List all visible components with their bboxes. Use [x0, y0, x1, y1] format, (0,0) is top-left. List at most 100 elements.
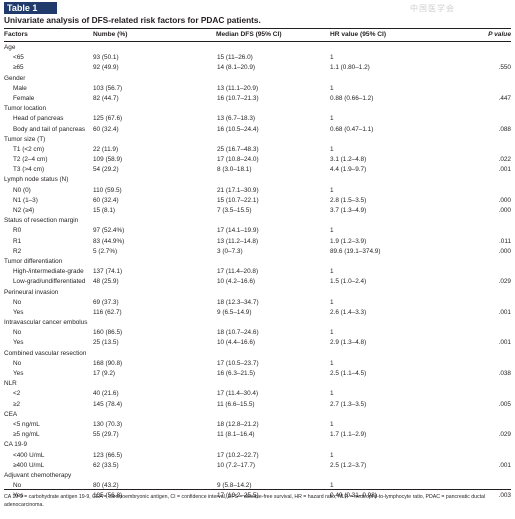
factor-cell: Combined vascular resection: [4, 349, 87, 357]
top-rule: [4, 28, 511, 29]
table-row: N2 (≥4) 15 (8.1) 7 (3.5–15.5) 3.7 (1.3–4.9)…: [4, 206, 511, 216]
median-dfs-cell: 18 (10.7–24.6): [217, 329, 259, 337]
factor-cell: No: [13, 298, 22, 306]
table-row: Yes 25 (13.5) 10 (4.4–16.6) 2.9 (1.3–4.8) .0…: [4, 338, 511, 348]
factor-cell: Low-grad/undifferentiated: [13, 278, 86, 286]
table-group-row: Age: [4, 43, 511, 53]
number-cell: 93 (50.1): [93, 54, 119, 62]
table-row: <5 ng/mL 130 (70.3) 18 (12.8–21.2) 1: [4, 420, 511, 430]
table-row: T1 (<2 cm) 22 (11.9) 25 (16.7–48.3) 1: [4, 145, 511, 155]
table-caption: Univariate analysis of DFS-related risk …: [4, 15, 261, 25]
table-group-row: CEA: [4, 410, 511, 420]
factor-cell: T1 (<2 cm): [13, 145, 45, 153]
factor-cell: Head of pancreas: [13, 115, 64, 123]
hr-cell: 1: [330, 84, 334, 92]
table-header: Factors Numbe (%) Median DFS (95% CI) HR…: [4, 29, 511, 41]
table-row: Yes 105 (56.8) 17 (10.2–25.5) 0.49 (0.31–0.…: [4, 491, 511, 501]
number-cell: 62 (33.5): [93, 461, 119, 469]
number-cell: 145 (78.4): [93, 400, 123, 408]
p-value-cell: .550: [498, 64, 511, 72]
factor-cell: Intravascular cancer embolus: [4, 319, 88, 327]
number-cell: 109 (58.9): [93, 156, 123, 164]
table-group-row: Adjuvant chemotherapy: [4, 471, 511, 481]
factor-cell: <400 U/mL: [13, 451, 45, 459]
table-row: High-/intermediate-grade 137 (74.1) 17 (11…: [4, 267, 511, 277]
number-cell: 60 (32.4): [93, 196, 119, 204]
table-row: No 80 (43.2) 9 (5.8–14.2) 1: [4, 481, 511, 491]
factor-cell: <2: [13, 390, 21, 398]
factor-cell: Yes: [13, 492, 24, 500]
hr-cell: 2.8 (1.5–3.5): [330, 196, 367, 204]
median-dfs-cell: 17 (11.4–20.8): [217, 268, 259, 276]
table-row: Head of pancreas 125 (67.6) 13 (6.7–18.3) 1: [4, 114, 511, 124]
hr-cell: 1: [330, 227, 334, 235]
number-cell: 83 (44.9%): [93, 237, 125, 245]
table-row: No 69 (37.3) 18 (12.3–34.7) 1: [4, 298, 511, 308]
hr-cell: 3.1 (1.2–4.8): [330, 156, 367, 164]
median-dfs-cell: 13 (11.1–20.9): [217, 84, 259, 92]
factor-cell: N0 (0): [13, 186, 31, 194]
table-group-row: Lymph node status (N): [4, 175, 511, 185]
header-p-value: P value: [488, 31, 511, 38]
table-row: N1 (1–3) 60 (32.4) 15 (10.7–22.1) 2.8 (1.5–…: [4, 196, 511, 206]
number-cell: 103 (56.7): [93, 84, 123, 92]
hr-cell: 0.49 (0.31–0.98): [330, 492, 377, 500]
hr-cell: 1: [330, 54, 334, 62]
factor-cell: Yes: [13, 339, 24, 347]
p-value-cell: .011: [499, 237, 511, 245]
factor-cell: NLR: [4, 380, 17, 388]
median-dfs-cell: 17 (11.4–30.4): [217, 390, 259, 398]
number-cell: 55 (29.7): [93, 431, 119, 439]
table-row: ≥400 U/mL 62 (33.5) 10 (7.2–17.7) 2.5 (1.2–…: [4, 461, 511, 471]
number-cell: 125 (67.6): [93, 115, 123, 123]
factor-cell: Yes: [13, 370, 24, 377]
table-row: R1 83 (44.9%) 13 (11.2–14.8) 1.9 (1.2–3.9).…: [4, 237, 511, 247]
factor-cell: Status of resection margin: [4, 217, 79, 225]
number-cell: 92 (49.9): [93, 64, 119, 72]
median-dfs-cell: 16 (10.5–24.4): [217, 125, 259, 133]
hr-cell: 2.5 (1.1–4.5): [330, 370, 367, 377]
p-value-cell: .000: [498, 207, 511, 214]
median-dfs-cell: 13 (11.2–14.8): [217, 237, 259, 245]
factor-cell: ≥2: [13, 400, 21, 408]
median-dfs-cell: 10 (7.2–17.7): [217, 461, 256, 469]
median-dfs-cell: 17 (10.2–25.5): [217, 492, 259, 500]
hr-cell: 2.9 (1.3–4.8): [330, 339, 367, 347]
table-body: Age <65 93 (50.1) 15 (11–26.0) 1 ≥65 92 (49.9)…: [4, 43, 511, 501]
header-hr-value: HR value (95% CI): [330, 31, 387, 38]
median-dfs-cell: 17 (10.8–24.0): [217, 156, 259, 164]
number-cell: 168 (90.8): [93, 359, 123, 367]
table-row: <2 40 (21.6) 17 (11.4–30.4) 1: [4, 389, 511, 399]
number-cell: 15 (8.1): [93, 207, 116, 214]
factor-cell: No: [13, 482, 22, 490]
table-row: <400 U/mL 123 (66.5) 17 (10.2–22.7) 1: [4, 451, 511, 461]
table-row: No 160 (86.5) 18 (10.7–24.6) 1: [4, 328, 511, 338]
hr-cell: 1: [330, 482, 334, 490]
number-cell: 25 (13.5): [93, 339, 119, 347]
factor-cell: Tumor differentiation: [4, 257, 63, 265]
factor-cell: ≥65: [13, 64, 24, 72]
hr-cell: 1: [330, 268, 334, 276]
median-dfs-cell: 8 (3.0–18.1): [217, 166, 252, 174]
factor-cell: Male: [13, 84, 27, 92]
median-dfs-cell: 15 (11–26.0): [217, 54, 253, 62]
p-value-cell: .001: [498, 166, 511, 174]
table-row: Body and tail of pancreas 60 (32.4) 16 (10…: [4, 125, 511, 135]
median-dfs-cell: 14 (8.1–20.9): [217, 64, 256, 72]
number-cell: 60 (32.4): [93, 125, 119, 133]
p-value-cell: .447: [498, 94, 511, 102]
p-value-cell: .000: [498, 247, 511, 255]
factor-cell: ≥5 ng/mL: [13, 431, 40, 439]
factor-cell: Body and tail of pancreas: [13, 125, 86, 133]
header-rule: [4, 41, 511, 42]
number-cell: 160 (86.5): [93, 329, 123, 337]
factor-cell: T3 (>4 cm): [13, 166, 45, 174]
median-dfs-cell: 10 (4.4–16.6): [217, 339, 256, 347]
factor-cell: Tumor size (T): [4, 135, 46, 143]
factor-cell: No: [13, 359, 22, 367]
table-group-row: Tumor differentiation: [4, 257, 511, 267]
p-value-cell: .022: [498, 156, 511, 164]
number-cell: 17 (9.2): [93, 370, 116, 377]
number-cell: 130 (70.3): [93, 420, 123, 428]
factor-cell: CA 19-9: [4, 441, 28, 449]
